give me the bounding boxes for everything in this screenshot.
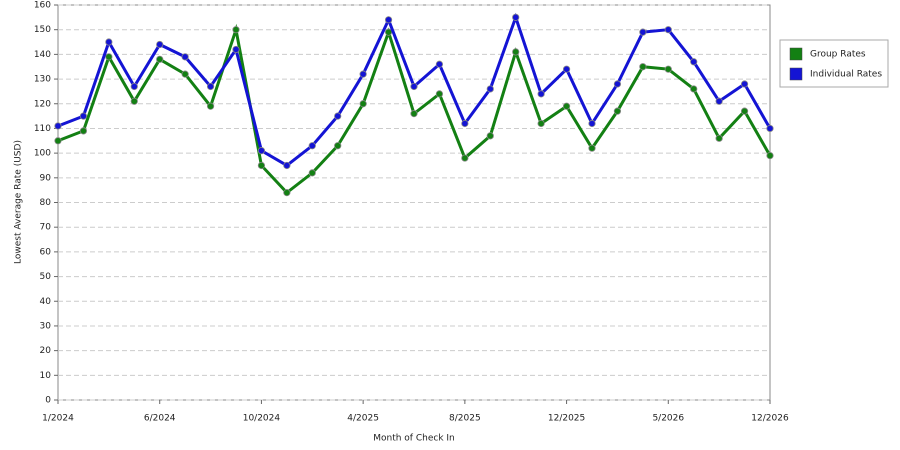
legend-label: Individual Rates (810, 70, 882, 80)
y-tick-label: 140 (34, 50, 51, 60)
y-tick-label: 80 (40, 198, 52, 208)
point (181, 53, 189, 61)
point (334, 112, 342, 120)
point (384, 16, 393, 24)
point (690, 58, 698, 66)
point (257, 147, 266, 155)
point (156, 55, 164, 63)
point (334, 142, 342, 150)
point (588, 119, 596, 128)
point (435, 90, 444, 98)
x-tick-label: 4/2025 (347, 414, 379, 424)
point (537, 90, 545, 98)
y-axis-label: Lowest Average Rate (USD) (14, 140, 24, 264)
point (690, 85, 698, 93)
point (613, 107, 622, 115)
point (486, 132, 494, 140)
point (206, 102, 215, 110)
point (486, 85, 494, 93)
point (130, 82, 138, 91)
point (54, 122, 62, 130)
y-tick-label: 70 (40, 223, 52, 233)
y-tick-label: 130 (34, 75, 51, 85)
y-tick-label: 20 (40, 346, 52, 356)
legend-label: Group Rates (810, 50, 866, 60)
legend-swatch (789, 67, 803, 81)
point (766, 124, 774, 133)
point (410, 110, 418, 118)
y-tick-label: 90 (40, 173, 52, 183)
point (715, 97, 723, 105)
point (461, 119, 469, 128)
y-tick-label: 30 (40, 321, 52, 331)
point (283, 161, 291, 170)
y-tick-label: 150 (34, 25, 51, 35)
y-tick-label: 40 (40, 297, 52, 307)
x-tick-label: 6/2024 (144, 414, 176, 424)
point (359, 70, 367, 78)
point (537, 119, 545, 128)
point (232, 26, 240, 34)
y-tick-label: 120 (34, 99, 51, 109)
x-tick-label: 5/2026 (652, 414, 684, 424)
point (562, 102, 571, 110)
x-tick-label: 12/2026 (751, 414, 789, 424)
point (181, 70, 189, 78)
point (639, 28, 647, 36)
point (79, 127, 88, 135)
point (308, 169, 316, 177)
y-tick-label: 160 (34, 1, 51, 11)
point (588, 144, 596, 152)
point (283, 189, 291, 197)
y-tick-label: 10 (40, 371, 52, 381)
x-tick-label: 10/2024 (243, 414, 281, 424)
point (435, 60, 444, 68)
point (664, 26, 672, 34)
point (740, 107, 749, 115)
point (715, 134, 723, 142)
point (639, 63, 647, 71)
point (308, 142, 316, 150)
point (105, 38, 113, 46)
x-axis-label: Month of Check In (373, 434, 455, 444)
legend-swatch (789, 47, 803, 61)
point (206, 82, 215, 91)
point (232, 45, 240, 54)
y-tick-label: 0 (45, 396, 51, 406)
point (79, 112, 88, 120)
point (766, 151, 774, 160)
x-tick-label: 8/2025 (449, 414, 481, 424)
point (613, 80, 622, 88)
point (130, 97, 138, 105)
point (359, 100, 367, 108)
point (664, 65, 672, 73)
y-tick-label: 110 (34, 124, 51, 134)
point (105, 53, 113, 61)
point (54, 137, 62, 145)
point (512, 48, 520, 56)
x-tick-label: 12/2025 (548, 414, 585, 424)
point (410, 82, 418, 91)
x-tick-label: 1/2024 (42, 414, 74, 424)
point (156, 40, 164, 49)
point (257, 161, 266, 170)
point (461, 154, 469, 162)
point (384, 28, 393, 36)
y-tick-label: 60 (40, 247, 52, 257)
point (512, 13, 520, 21)
y-tick-label: 50 (40, 272, 52, 282)
y-tick-label: 100 (34, 149, 51, 159)
point (740, 80, 749, 88)
point (562, 65, 571, 73)
